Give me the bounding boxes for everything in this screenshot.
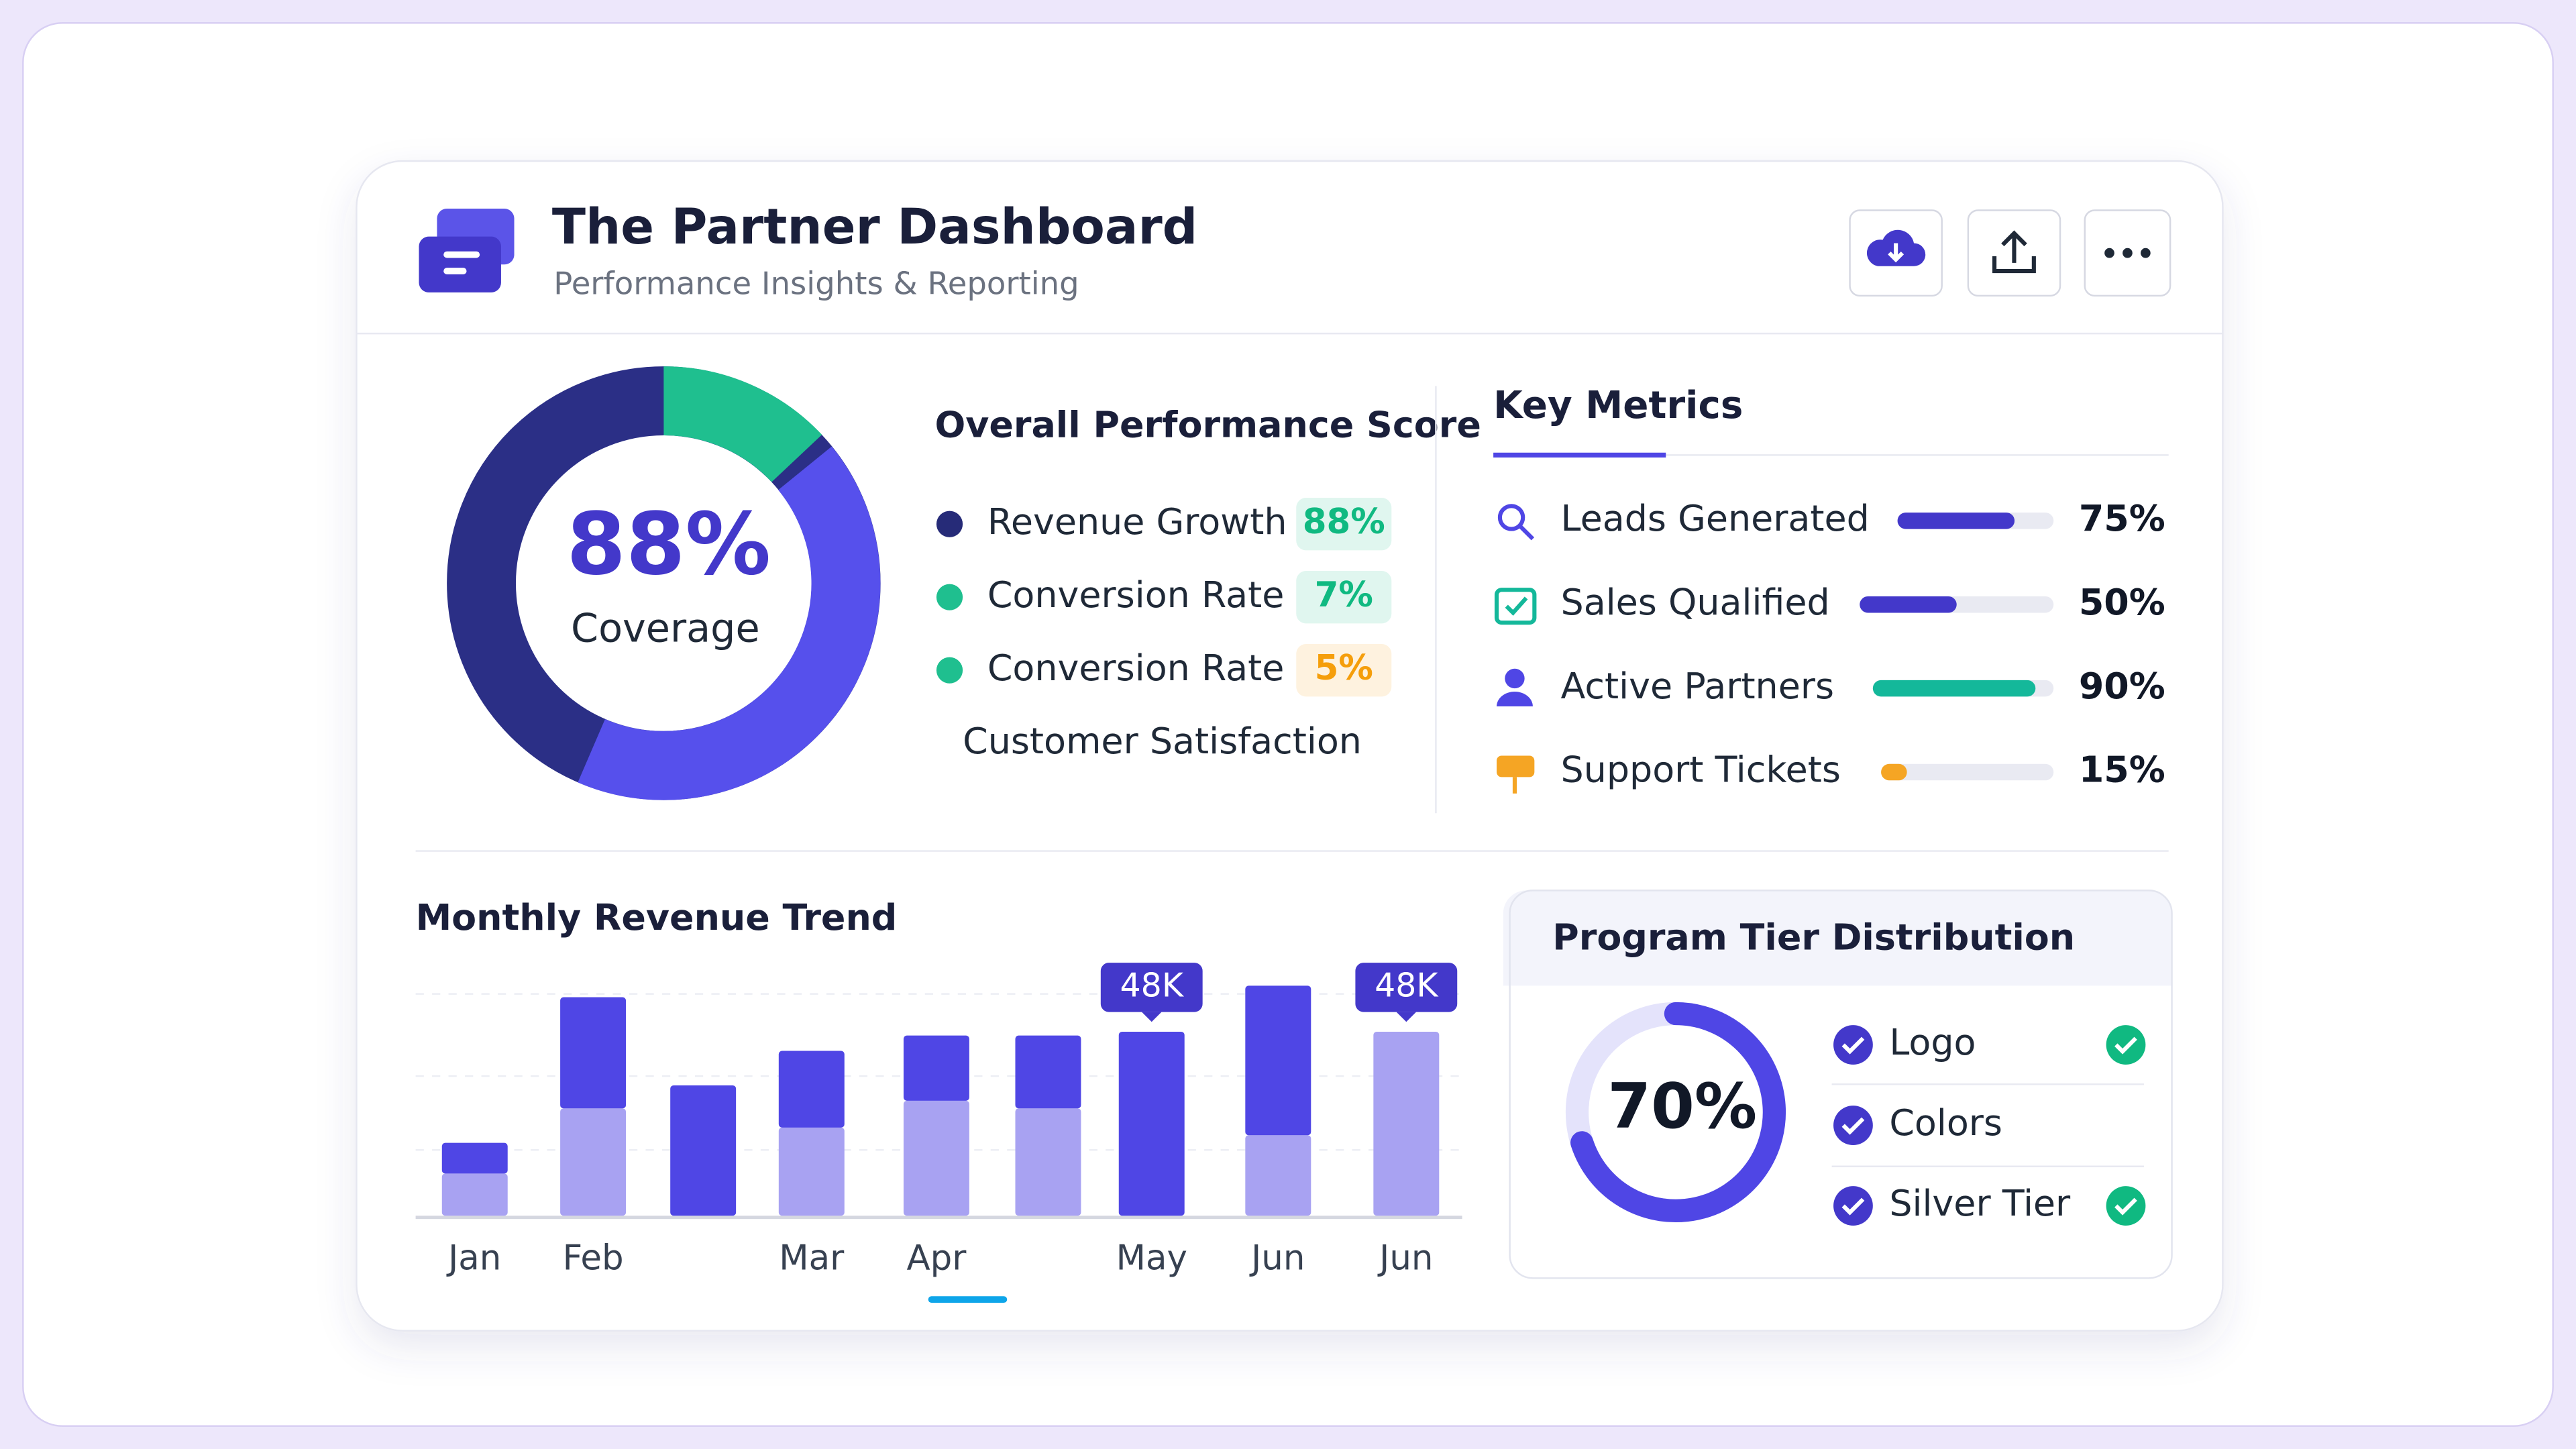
legend-badge [1296, 644, 1392, 697]
donut [447, 366, 881, 800]
bar-segment [441, 1142, 508, 1174]
share-button[interactable] [1967, 209, 2061, 297]
legend-label: Customer Satisfaction [963, 720, 1362, 762]
verified-mark [2114, 1036, 2137, 1055]
verified-icon [2106, 1025, 2146, 1065]
bar-segment [560, 997, 627, 1109]
bar-segment [1015, 1108, 1081, 1216]
logo-icon [419, 209, 515, 292]
value-label-pointer [1142, 1012, 1162, 1022]
value-label: 48K [1120, 966, 1185, 1004]
bar-segment [560, 1108, 627, 1216]
more-button[interactable] [2084, 209, 2171, 297]
trend-title: Monthly Revenue Trend [416, 896, 898, 938]
bar-segment [1245, 1135, 1311, 1216]
metric-bar [1860, 596, 1957, 613]
legend-value: 88% [1303, 502, 1385, 542]
bar-segment [903, 1100, 969, 1216]
legend-label: Conversion Rate [987, 647, 1285, 689]
tier-item: Logo [1889, 1021, 1976, 1063]
check-mark [1841, 1197, 1865, 1216]
legend-label: Conversion Rate [987, 574, 1285, 616]
title: The Partner Dashboard [552, 199, 1197, 256]
check-mark [1841, 1036, 1865, 1055]
metric-bar [1881, 763, 1907, 781]
metric-value: 50% [2079, 581, 2165, 623]
verified-mark [2114, 1197, 2137, 1216]
legend-value: 7% [1315, 575, 1373, 615]
metric-bar [1872, 680, 2036, 697]
value-label-box [1100, 963, 1203, 1012]
tier-separators [1831, 1083, 2144, 1167]
bar-segment [441, 1173, 508, 1216]
tier-item: Colors [1889, 1102, 2002, 1144]
bar-segment [1118, 1031, 1185, 1216]
legend-dot [936, 657, 963, 684]
bar-segment [1373, 1031, 1440, 1216]
metric-label: Support Tickets [1561, 749, 1841, 791]
x-tick-label: Jan [446, 1238, 501, 1278]
legend-label: Revenue Growth [987, 500, 1287, 543]
metric-label: Active Partners [1561, 665, 1835, 707]
coverage-value: 88% [566, 495, 771, 594]
check-mark [1841, 1117, 1865, 1135]
x-tick-label: Mar [779, 1238, 845, 1278]
tier-arc [1570, 1002, 1786, 1223]
x-tick-label: Jun [1249, 1238, 1305, 1278]
metric-value: 15% [2079, 749, 2165, 791]
x-tick-label: Apr [906, 1238, 967, 1278]
tier-panel [1509, 890, 2173, 1279]
bar-segment [903, 1035, 969, 1101]
legend-value: 5% [1315, 648, 1373, 688]
bar-segment [1015, 1035, 1081, 1109]
score-title: Overall Performance Score [934, 403, 1481, 445]
verified-icon [2106, 1186, 2146, 1226]
metrics-title: Key Metrics [1493, 384, 1743, 427]
metric-value: 75% [2079, 497, 2165, 539]
legend-badge [1296, 571, 1392, 624]
check-icon [1833, 1106, 1873, 1145]
bar-segment [1245, 985, 1311, 1136]
coverage-label: Coverage [571, 605, 760, 651]
bar-segment [778, 1051, 845, 1128]
x-tick-label: Feb [563, 1238, 624, 1278]
metric-label: Leads Generated [1561, 497, 1870, 539]
legend-dot [936, 584, 963, 610]
metric-value: 90% [2079, 665, 2165, 707]
tier-value: 70% [1607, 1070, 1757, 1142]
x-tick-label: Jun [1377, 1238, 1433, 1278]
value-label: 48K [1375, 966, 1439, 1004]
value-label-pointer [1396, 1012, 1417, 1022]
metric-track [1881, 763, 2054, 781]
tier-title: Program Tier Distribution [1552, 916, 2075, 958]
legend-badge [1296, 498, 1392, 551]
tier-item: Silver Tier [1889, 1182, 2071, 1224]
check-icon [1833, 1186, 1873, 1226]
value-label-box [1355, 963, 1458, 1012]
metric-icons [1494, 504, 1537, 794]
subtitle: Performance Insights & Reporting [553, 266, 1079, 302]
check-icon [1833, 1025, 1873, 1065]
metric-label: Sales Qualified [1561, 581, 1830, 623]
tier-header [1503, 890, 2172, 986]
bar-segment [670, 1085, 737, 1216]
x-tick-label: May [1116, 1238, 1187, 1278]
download-button[interactable] [1849, 209, 1943, 297]
legend-dot [936, 511, 963, 537]
metric-bar [1897, 513, 2015, 529]
selected-month [928, 1296, 1008, 1303]
bar-segment [778, 1127, 845, 1216]
